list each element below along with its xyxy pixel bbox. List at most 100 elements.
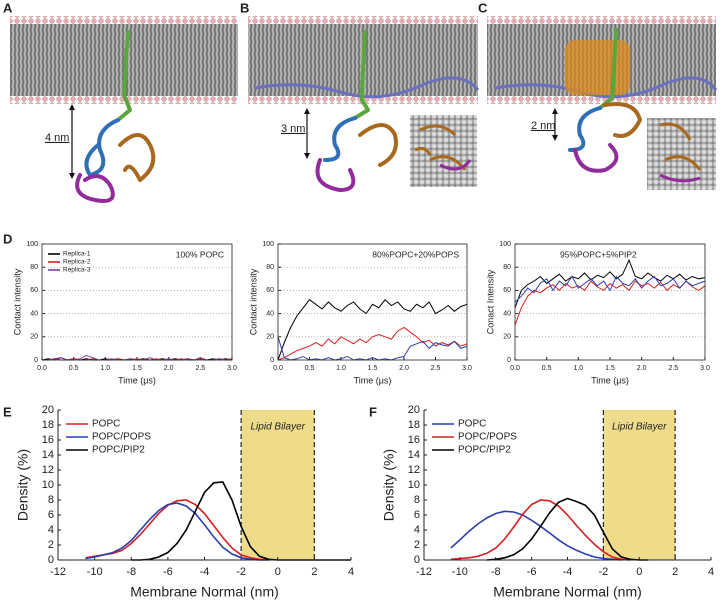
legend-label: POPC/POPS xyxy=(92,432,151,443)
y-tick-label: 100 xyxy=(499,241,511,248)
arrows xyxy=(69,104,558,179)
data-line xyxy=(277,326,468,361)
panel-label: A xyxy=(3,0,13,15)
y-tick-label: 10 xyxy=(408,479,420,491)
y-tick-label: 100 xyxy=(26,241,38,248)
legend-label: Replica-2 xyxy=(63,259,91,266)
y-tick-label: 20 xyxy=(503,334,511,341)
x-tick-label: 3.0 xyxy=(227,365,237,372)
y-tick-label: 80 xyxy=(30,264,38,271)
y-tick-label: 20 xyxy=(266,334,274,341)
y-tick-label: 4 xyxy=(414,524,420,536)
scale-label: 3 nm xyxy=(281,123,305,135)
x-tick-label: 3.0 xyxy=(462,365,472,372)
legend-label: POPC/POPS xyxy=(458,432,517,443)
x-tick-label: 0.0 xyxy=(510,365,520,372)
panel-label: D xyxy=(3,231,12,246)
x-tick-label: 2.5 xyxy=(431,365,441,372)
y-tick-label: 0 xyxy=(507,357,511,364)
region-label: Lipid Bilayer xyxy=(251,422,306,433)
y-tick-label: 60 xyxy=(266,287,274,294)
panel-label: B xyxy=(240,0,249,15)
x-tick-label: 0.5 xyxy=(69,365,79,372)
y-tick-label: 18 xyxy=(42,419,54,431)
y-axis-label: Density (%) xyxy=(381,449,397,521)
panel-label: C xyxy=(478,0,488,15)
y-tick-label: 14 xyxy=(408,449,420,461)
x-tick-label: -8 xyxy=(126,566,136,578)
data-line xyxy=(85,499,269,561)
x-tick-label: 0.5 xyxy=(305,365,315,372)
y-tick-label: 8 xyxy=(48,494,54,506)
y-tick-label: 0 xyxy=(270,357,274,364)
x-tick-label: -2 xyxy=(236,566,246,578)
y-tick-label: 100 xyxy=(262,241,274,248)
chart-title: 100% POPC xyxy=(176,249,224,259)
chart-title: 95%POPC+5%PIP2 xyxy=(560,249,637,259)
x-tick-label: 1.0 xyxy=(100,365,110,372)
x-tick-label: 0.0 xyxy=(37,365,47,372)
legend-label: POPC/PIP2 xyxy=(458,445,511,456)
data-line xyxy=(450,499,631,561)
x-tick-label: 2.0 xyxy=(637,365,647,372)
x-tick-label: -12 xyxy=(416,566,432,578)
y-tick-label: 0 xyxy=(34,357,38,364)
x-tick-label: 0 xyxy=(636,566,642,578)
chart-title: 80%POPC+20%POPS xyxy=(372,249,459,259)
y-tick-label: 20 xyxy=(42,404,54,416)
x-tick-label: 1.5 xyxy=(368,365,378,372)
legend-label: Replica-1 xyxy=(63,251,91,258)
data-line xyxy=(450,510,622,561)
y-tick-label: 10 xyxy=(42,479,54,491)
x-tick-label: 2.0 xyxy=(399,365,409,372)
y-tick-label: 2 xyxy=(48,539,54,551)
y-axis-label: Conact Intensity xyxy=(485,269,495,334)
data-line xyxy=(514,280,706,326)
x-tick-label: 1.5 xyxy=(605,365,615,372)
x-tick-label: -10 xyxy=(452,566,468,578)
plot-frame xyxy=(514,243,706,361)
x-tick-label: 2.5 xyxy=(668,365,678,372)
y-tick-label: 40 xyxy=(30,310,38,317)
y-tick-label: 6 xyxy=(414,509,420,521)
y-tick-label: 18 xyxy=(408,419,420,431)
legend-label: Replica-3 xyxy=(63,267,91,274)
x-tick-label: -6 xyxy=(163,566,173,578)
region-label: Lipid Bilayer xyxy=(612,422,667,433)
y-tick-label: 40 xyxy=(266,310,274,317)
y-tick-label: 14 xyxy=(42,449,54,461)
x-tick-label: -10 xyxy=(87,566,103,578)
x-tick-label: 2 xyxy=(311,566,317,578)
x-tick-label: -2 xyxy=(598,566,608,578)
x-axis-label: Membrane Normal (nm) xyxy=(493,584,642,600)
data-line xyxy=(85,502,269,561)
y-tick-label: 6 xyxy=(48,509,54,521)
y-axis-label: Contact intensity xyxy=(12,268,22,335)
x-axis-label: Time (μs) xyxy=(591,375,629,385)
x-tick-label: 2.0 xyxy=(164,365,174,372)
panel-label: F xyxy=(369,404,377,419)
x-tick-label: -4 xyxy=(563,566,573,578)
y-tick-label: 20 xyxy=(30,334,38,341)
y-tick-label: 4 xyxy=(48,524,54,536)
y-tick-label: 60 xyxy=(503,287,511,294)
data-line xyxy=(486,497,649,561)
y-tick-label: 12 xyxy=(42,464,54,476)
x-tick-label: -6 xyxy=(527,566,537,578)
legend-label: POPC xyxy=(92,419,120,430)
data-line xyxy=(514,275,706,303)
proteins xyxy=(75,28,642,203)
y-tick-label: 40 xyxy=(503,310,511,317)
y-axis-label: Contact intensity xyxy=(248,268,258,335)
scale-label: 2 nm xyxy=(531,120,555,132)
plot-frame xyxy=(277,243,468,361)
x-tick-label: 4 xyxy=(348,566,354,578)
y-tick-label: 16 xyxy=(408,434,420,446)
y-tick-label: 0 xyxy=(414,554,420,566)
data-line xyxy=(277,298,468,361)
bilayer-region xyxy=(241,410,315,560)
insets xyxy=(410,115,716,190)
legend-label: POPC xyxy=(458,419,486,430)
x-tick-label: 1.5 xyxy=(132,365,142,372)
